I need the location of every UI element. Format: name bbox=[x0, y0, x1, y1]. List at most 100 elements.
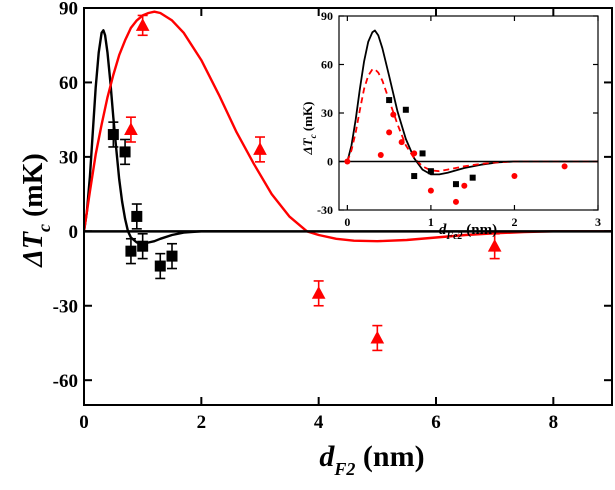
inset-x-tick-label: 3 bbox=[595, 215, 601, 229]
main-y-tick-label: 90 bbox=[59, 0, 78, 20]
inset-data-points bbox=[344, 97, 568, 205]
main-triangle-point bbox=[370, 324, 385, 352]
inset-x-tick-label: 1 bbox=[428, 215, 434, 229]
main-square-marker bbox=[154, 260, 166, 272]
main-square-point bbox=[125, 237, 137, 265]
inset-y-axis-title: ΔTc (mK) bbox=[300, 102, 318, 156]
inset-y-tick-label: 60 bbox=[321, 58, 333, 72]
main-y-tick-label: 0 bbox=[69, 222, 79, 243]
main-plot-frame bbox=[83, 7, 613, 406]
inset-square-point bbox=[419, 150, 426, 157]
main-x-tick-label: 4 bbox=[314, 412, 324, 433]
inset-y-tick-label: 0 bbox=[327, 155, 333, 169]
inset-circle-marker bbox=[561, 163, 568, 170]
inset-circle-marker bbox=[411, 150, 418, 157]
inset-circle-point bbox=[377, 152, 384, 159]
main-y-tick-label: -30 bbox=[53, 296, 78, 317]
inset-square-marker bbox=[452, 181, 459, 188]
main-triangle-point bbox=[487, 232, 502, 260]
inset-circle-point bbox=[452, 198, 459, 205]
inset-y-tick-label: -30 bbox=[317, 203, 333, 217]
inset-circle-point bbox=[390, 111, 397, 118]
main-triangle-marker bbox=[253, 142, 267, 155]
inset-y-tick-label: 30 bbox=[321, 106, 333, 120]
main-y-axis-title: ΔTc (mK) bbox=[18, 153, 54, 267]
inset-circle-point bbox=[344, 158, 351, 165]
inset-x-tick-label: 2 bbox=[511, 215, 517, 229]
main-triangle-point bbox=[253, 136, 267, 163]
inset-square-marker bbox=[411, 173, 418, 180]
main-square-point bbox=[119, 138, 131, 166]
main-square-point bbox=[131, 203, 143, 230]
main-square-marker bbox=[107, 129, 119, 141]
main-data-points bbox=[107, 14, 502, 352]
main-curve-red bbox=[84, 10, 612, 243]
inset-square-point bbox=[411, 173, 418, 180]
inset-square-point bbox=[469, 174, 476, 181]
main-square-point bbox=[107, 121, 119, 148]
inset-circle-marker bbox=[386, 129, 393, 136]
inset-square-marker bbox=[469, 174, 476, 181]
main-y-tick-label: -60 bbox=[53, 371, 78, 392]
main-x-tick-label: 6 bbox=[431, 412, 441, 433]
inset-circle-point bbox=[427, 187, 434, 194]
main-square-point bbox=[166, 242, 178, 270]
inset-square-marker bbox=[402, 106, 409, 113]
main-y-tick-label: 60 bbox=[59, 73, 78, 94]
inset-chart: 0 1 2 3 -30 0 30 60 90 ΔTc (mK) dFe2 (nm) bbox=[300, 9, 601, 242]
inset-circle-point bbox=[386, 129, 393, 136]
main-square-marker bbox=[137, 240, 149, 252]
inset-square-marker bbox=[419, 150, 426, 157]
inset-curve-black bbox=[346, 29, 598, 176]
main-triangle-point bbox=[124, 116, 138, 143]
inset-square-point bbox=[452, 181, 459, 188]
main-square-marker bbox=[131, 210, 143, 222]
main-square-marker bbox=[119, 146, 131, 158]
main-triangle-marker bbox=[124, 122, 138, 136]
inset-circle-marker bbox=[427, 187, 434, 194]
inset-x-axis-title: dFe2 (nm) bbox=[439, 222, 497, 242]
inset-circle-point bbox=[561, 163, 568, 170]
inset-circle-point bbox=[461, 182, 468, 189]
inset-circle-marker bbox=[398, 139, 405, 146]
inset-y-tick-label: 90 bbox=[321, 9, 333, 23]
inset-circle-marker bbox=[461, 182, 468, 189]
main-x-tick-label: 2 bbox=[197, 412, 207, 433]
inset-axis-ticks: 0 1 2 3 -30 0 30 60 90 bbox=[317, 9, 601, 229]
main-triangle-point bbox=[135, 14, 150, 37]
main-square-point bbox=[137, 232, 149, 260]
main-curve-black bbox=[84, 29, 260, 245]
inset-circle-marker bbox=[377, 152, 384, 159]
inset-circle-marker bbox=[511, 173, 518, 180]
main-x-axis-title: dF2 (nm) bbox=[319, 440, 424, 479]
inset-square-marker bbox=[386, 97, 393, 104]
main-x-tick-label: 8 bbox=[549, 412, 559, 433]
main-triangle-marker bbox=[370, 330, 385, 344]
inset-circle-marker bbox=[390, 111, 397, 118]
main-square-point bbox=[154, 252, 166, 280]
inset-circle-marker bbox=[344, 158, 351, 165]
inset-x-tick-label: 0 bbox=[344, 215, 350, 229]
inset-square-marker bbox=[427, 168, 434, 175]
inset-square-point bbox=[402, 106, 409, 113]
inset-fit-curves bbox=[346, 29, 598, 176]
inset-background bbox=[339, 16, 598, 210]
main-triangle-point bbox=[311, 280, 326, 307]
main-triangle-marker bbox=[135, 18, 150, 31]
main-fit-curves bbox=[84, 10, 612, 245]
main-square-marker bbox=[166, 250, 178, 262]
inset-circle-marker bbox=[452, 198, 459, 205]
main-triangle-marker bbox=[311, 286, 326, 299]
inset-square-point bbox=[427, 168, 434, 175]
main-triangle-marker bbox=[487, 238, 502, 252]
main-square-marker bbox=[125, 245, 137, 257]
inset-circle-point bbox=[511, 173, 518, 180]
inset-circle-point bbox=[398, 139, 405, 146]
main-y-tick-label: 30 bbox=[59, 148, 78, 169]
main-x-tick-label: 0 bbox=[79, 412, 89, 433]
inset-circle-point bbox=[411, 150, 418, 157]
inset-square-point bbox=[386, 97, 393, 104]
